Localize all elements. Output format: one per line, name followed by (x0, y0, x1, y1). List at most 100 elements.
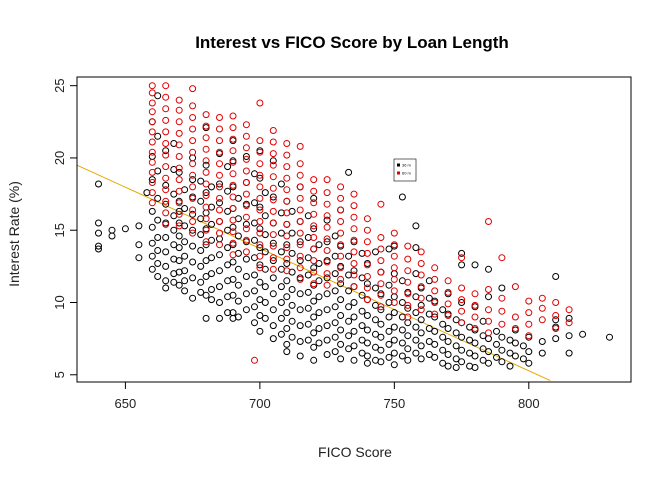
data-point (412, 222, 420, 230)
data-point (229, 251, 237, 259)
data-point (304, 271, 312, 279)
data-point (323, 351, 331, 358)
data-point (181, 205, 189, 212)
data-point (579, 330, 587, 338)
data-point (229, 124, 237, 132)
data-point (337, 280, 345, 288)
data-point (363, 312, 371, 319)
data-point (175, 244, 183, 252)
data-point (197, 247, 205, 254)
data-point (175, 106, 183, 114)
data-point (417, 306, 425, 314)
data-point (189, 85, 197, 93)
data-point (444, 351, 452, 358)
data-point (350, 267, 358, 275)
x-tick-label: 700 (249, 396, 271, 411)
data-point (458, 307, 466, 315)
data-point (108, 226, 116, 234)
data-point (242, 306, 250, 314)
data-point (458, 296, 466, 304)
data-point (372, 343, 379, 351)
data-point (234, 232, 242, 240)
data-point (444, 362, 452, 370)
data-point (310, 199, 318, 207)
data-point (175, 187, 183, 195)
data-point (170, 278, 178, 286)
data-point (242, 220, 250, 228)
data-point (345, 271, 353, 279)
data-point (323, 247, 331, 254)
data-point (175, 118, 183, 126)
data-point (431, 353, 439, 361)
data-point (283, 241, 291, 249)
data-point (256, 203, 264, 211)
data-point (296, 229, 304, 237)
data-point (242, 225, 250, 233)
data-point (538, 349, 546, 357)
data-point (208, 220, 215, 228)
data-point (175, 176, 183, 184)
data-point (398, 326, 406, 334)
data-point (288, 333, 296, 341)
data-point (390, 336, 398, 344)
data-point (345, 252, 353, 260)
data-point (390, 229, 398, 237)
data-point (224, 261, 232, 269)
x-axis: 650 700 750 800 (115, 381, 540, 411)
data-point (296, 218, 304, 225)
data-point (208, 183, 215, 191)
data-point (216, 114, 223, 121)
data-point (350, 313, 358, 321)
data-point (493, 353, 500, 361)
data-point (498, 294, 506, 302)
data-point (224, 163, 232, 171)
data-point (493, 327, 500, 335)
data-point (458, 254, 466, 262)
data-point (135, 254, 143, 262)
data-point (404, 304, 412, 312)
data-point (216, 183, 223, 191)
data-point (256, 206, 264, 214)
data-point (310, 234, 318, 241)
data-point (283, 293, 291, 301)
data-point (337, 312, 345, 319)
data-point (216, 267, 223, 275)
data-point (189, 242, 197, 250)
data-point (310, 280, 318, 288)
data-point (498, 333, 506, 341)
y-tick-label: 5 (52, 371, 67, 378)
regression-line (77, 164, 551, 382)
data-point (175, 257, 183, 265)
data-point (162, 220, 170, 228)
data-point (431, 275, 439, 283)
data-point (390, 252, 398, 260)
data-point (398, 193, 406, 201)
data-point (251, 236, 258, 244)
data-point (256, 183, 264, 191)
data-point (189, 148, 197, 156)
data-point (310, 264, 318, 272)
data-point (95, 245, 102, 253)
data-point (493, 340, 500, 348)
data-point (256, 278, 264, 286)
data-point (256, 174, 264, 182)
data-point (452, 329, 460, 337)
data-point (439, 333, 447, 341)
data-point (425, 351, 433, 358)
data-point (458, 333, 466, 341)
data-point (162, 277, 170, 285)
data-point (229, 135, 237, 143)
data-point (296, 290, 304, 298)
data-point (417, 342, 425, 350)
data-point (202, 209, 210, 217)
legend-swatch (397, 163, 400, 167)
y-tick-label: 10 (52, 295, 67, 309)
data-point (538, 294, 546, 302)
data-point (234, 281, 242, 289)
data-point (202, 291, 210, 299)
data-point (175, 168, 183, 176)
data-point (189, 226, 197, 234)
data-point (431, 264, 439, 272)
data-point (288, 229, 296, 237)
data-point (242, 121, 250, 129)
